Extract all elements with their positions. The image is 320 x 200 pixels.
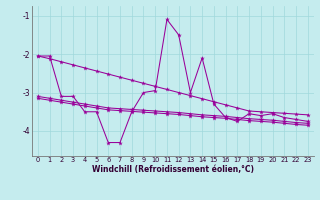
X-axis label: Windchill (Refroidissement éolien,°C): Windchill (Refroidissement éolien,°C) <box>92 165 254 174</box>
